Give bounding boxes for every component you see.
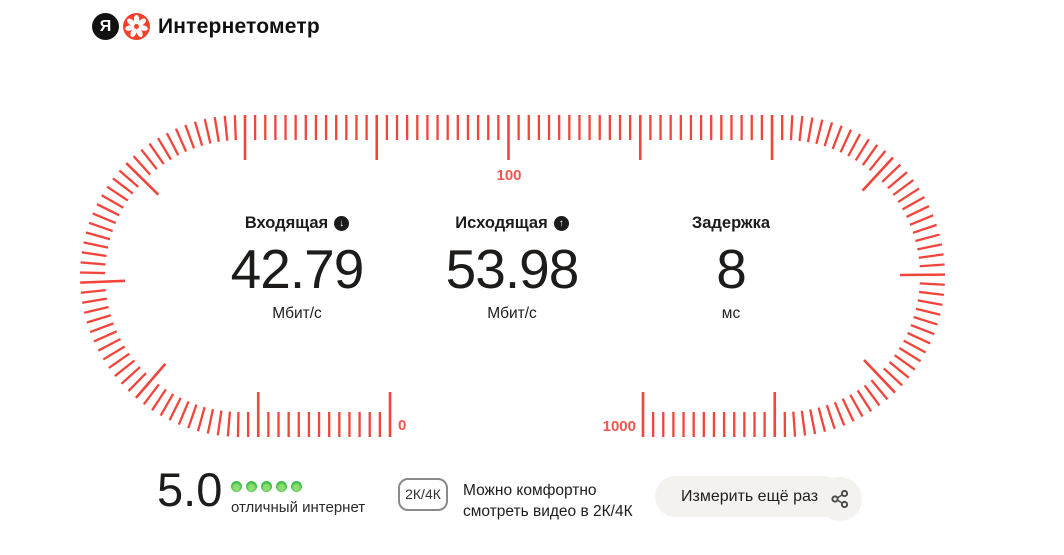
page-title: Интернетометр — [158, 14, 320, 38]
video-quality-badge-wrap: 2К/4К — [398, 478, 448, 511]
metric-latency-label-row: Задержка — [692, 214, 770, 233]
gauge-scale-label-1000: 1000 — [603, 418, 636, 435]
download-speed-value: 42.79 — [230, 238, 365, 300]
connection-score: 5.0 — [157, 463, 223, 516]
download-icon: ↓ — [334, 216, 350, 231]
gauge-scale-label-0: 0 — [398, 417, 406, 434]
internetometer-flower-icon — [123, 13, 150, 40]
share-icon — [831, 489, 849, 509]
rating-dot-icon — [276, 481, 287, 492]
metric-latency: Задержка 8 мс — [621, 214, 841, 323]
rating-dots — [231, 481, 302, 492]
metric-upload-label-row: Исходящая ↑ — [455, 214, 569, 233]
rating-dot-icon — [291, 481, 302, 492]
latency-value: 8 — [716, 238, 747, 300]
upload-icon: ↑ — [553, 216, 569, 231]
rating-dot-icon — [246, 481, 257, 492]
rating-dot-icon — [261, 481, 272, 492]
gauge-scale-label-100: 100 — [496, 167, 521, 184]
download-speed-unit: Мбит/с — [272, 305, 322, 322]
metric-download-label: Входящая — [244, 214, 329, 232]
metric-upload-label: Исходящая — [455, 214, 548, 232]
video-quality-text: Можно комфортно смотреть видео в 2К/4К — [463, 480, 633, 522]
upload-speed-value: 53.98 — [445, 238, 580, 300]
rating-dot-icon — [231, 481, 242, 492]
video-quality-line1: Можно комфортно — [463, 482, 597, 499]
video-quality-line2: смотреть видео в 2К/4К — [463, 503, 633, 520]
metric-download-label-row: Входящая ↓ — [244, 214, 350, 233]
upload-speed-unit: Мбит/с — [487, 305, 537, 322]
share-button[interactable] — [818, 477, 862, 521]
metric-upload: Исходящая ↑ 53.98 Мбит/с — [402, 214, 622, 323]
metric-download: Входящая ↓ 42.79 Мбит/с — [187, 214, 407, 323]
rating-caption: отличный интернет — [231, 499, 366, 516]
video-quality-badge: 2К/4К — [398, 478, 448, 511]
yandex-logo[interactable]: Я Интернетометр — [92, 13, 320, 40]
measure-again-button[interactable]: Измерить ещё раз — [655, 476, 845, 517]
latency-unit: мс — [721, 305, 741, 322]
metric-latency-label: Задержка — [691, 214, 771, 232]
yandex-ya-icon: Я — [92, 13, 119, 40]
